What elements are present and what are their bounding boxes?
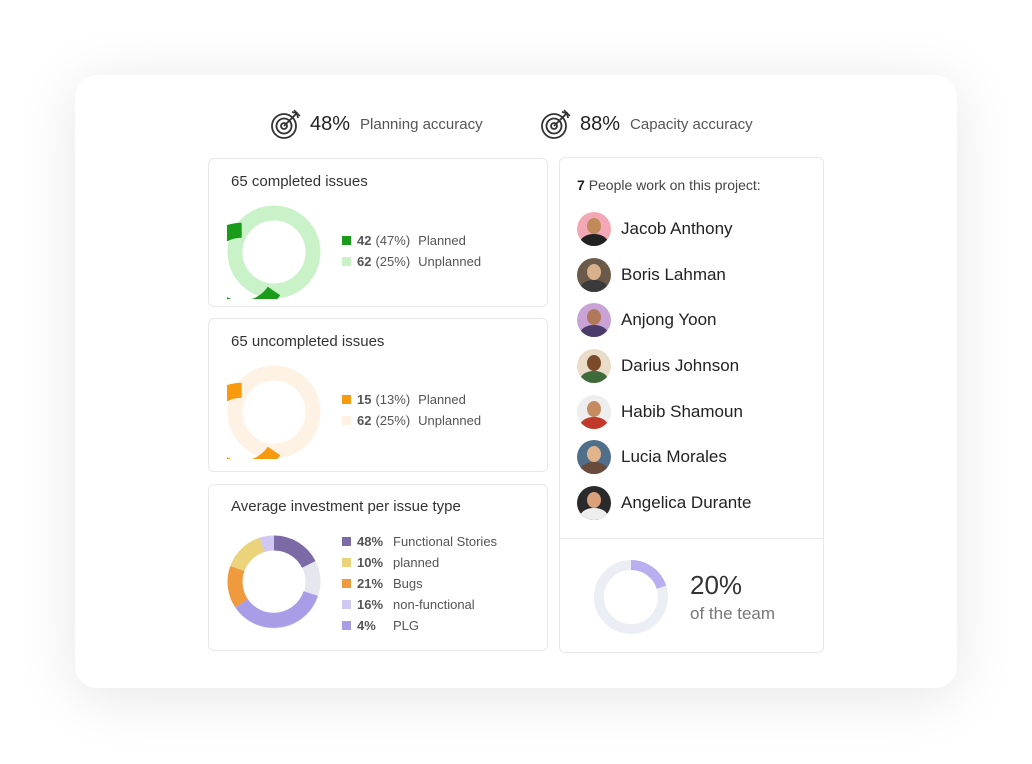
person-name: Jacob Anthony — [621, 219, 733, 238]
person-item[interactable]: Lucia Morales — [577, 440, 727, 474]
donut-track — [227, 365, 321, 459]
legend-item: 62 (25%) Unplanned — [342, 410, 481, 431]
person-name: Darius Johnson — [621, 356, 740, 375]
investment-panel: Average investment per issue type 48% Fu… — [208, 484, 548, 651]
donut-segment — [230, 537, 265, 572]
legend-swatch — [342, 579, 351, 588]
avatar — [577, 440, 611, 474]
avatar — [577, 303, 611, 337]
legend-item: 48% Functional Stories — [342, 531, 497, 552]
person-name: Lucia Morales — [621, 447, 727, 466]
uncompleted-issues-panel: 65 uncompleted issues 15 (13%) Planned 6… — [208, 318, 548, 472]
target-icon — [271, 109, 301, 139]
panel-title: 65 completed issues — [231, 173, 368, 190]
legend-label: Unplanned — [418, 254, 482, 269]
people-panel: 7 People work on this project: Jacob Ant… — [559, 157, 824, 653]
person-name: Angelica Durante — [621, 493, 752, 512]
legend-label: Planned — [418, 233, 466, 248]
panel-title: Average investment per issue type — [231, 498, 461, 515]
legend-label: non-functional — [393, 597, 475, 612]
legend-item: 10% planned — [342, 552, 497, 573]
people-count: 7 — [577, 177, 585, 193]
legend-value: 4% — [357, 618, 376, 633]
person-name: Boris Lahman — [621, 265, 726, 284]
legend-value: 62 — [357, 413, 372, 428]
person-item[interactable]: Habib Shamoun — [577, 395, 743, 429]
legend-item: 4% PLG — [342, 615, 497, 636]
person-item[interactable]: Jacob Anthony — [577, 212, 733, 246]
legend-item: 16% non-functional — [342, 594, 497, 615]
avatar — [577, 395, 611, 429]
legend-value: 48% — [357, 534, 384, 549]
capacity-accuracy-label: Capacity accuracy — [630, 115, 753, 133]
person-item[interactable]: Boris Lahman — [577, 258, 726, 292]
avatar — [577, 258, 611, 292]
legend-value: 21% — [357, 576, 384, 591]
legend-label: Planned — [418, 392, 466, 407]
legend-value: 15 — [357, 392, 372, 407]
person-name: Habib Shamoun — [621, 402, 743, 421]
legend-value: 62 — [357, 254, 372, 269]
donut-segment — [235, 590, 318, 628]
donut-track — [227, 205, 321, 299]
team-share-donut — [594, 560, 668, 634]
capacity-accuracy-value: 88% — [580, 112, 621, 135]
planning-accuracy-metric: 48% Planning accuracy — [270, 108, 483, 140]
capacity-accuracy-metric: 88% Capacity accuracy — [540, 108, 753, 140]
completed-donut-chart — [227, 205, 321, 299]
person-item[interactable]: Darius Johnson — [577, 349, 739, 383]
legend-item: 21% Bugs — [342, 573, 497, 594]
legend-swatch — [342, 416, 351, 425]
legend-percent: (47%) — [375, 233, 411, 248]
uncompleted-legend: 15 (13%) Planned 62 (25%) Unplanned — [342, 389, 481, 431]
legend-label: planned — [393, 555, 440, 570]
donut-segment — [259, 535, 275, 553]
legend-item: 15 (13%) Planned — [342, 389, 481, 410]
person-item[interactable]: Angelica Durante — [577, 486, 751, 520]
avatar — [577, 486, 611, 520]
legend-label: Unplanned — [418, 413, 482, 428]
legend-percent: (13%) — [375, 392, 411, 407]
target-icon — [541, 109, 571, 139]
donut-segment — [594, 560, 668, 634]
completed-issues-panel: 65 completed issues 42 (47%) Planned 62 … — [208, 158, 548, 307]
panel-title: 65 uncompleted issues — [231, 333, 385, 350]
legend-item: 62 (25%) Unplanned — [342, 251, 481, 272]
planning-accuracy-value: 48% — [310, 112, 351, 135]
legend-percent: (25%) — [375, 254, 411, 269]
avatar — [577, 212, 611, 246]
donut-segment — [227, 565, 249, 608]
people-heading-text: People work on this project: — [588, 177, 761, 193]
investment-legend: 48% Functional Stories 10% planned 21% B… — [342, 531, 497, 636]
people-heading: 7 People work on this project: — [577, 177, 761, 193]
legend-swatch — [342, 257, 351, 266]
legend-swatch — [342, 395, 351, 404]
avatar — [577, 349, 611, 383]
donut-segment — [273, 535, 316, 569]
legend-swatch — [342, 621, 351, 630]
legend-label: Bugs — [393, 576, 423, 591]
team-label: of the team — [690, 604, 776, 623]
investment-donut-chart — [227, 535, 321, 629]
uncompleted-donut-chart — [227, 365, 321, 459]
legend-swatch — [342, 537, 351, 546]
person-item[interactable]: Anjong Yoon — [577, 303, 717, 337]
legend-value: 10% — [357, 555, 384, 570]
legend-swatch — [342, 600, 351, 609]
legend-value: 42 — [357, 233, 372, 248]
person-name: Anjong Yoon — [621, 310, 717, 329]
legend-label: PLG — [393, 618, 420, 633]
completed-legend: 42 (47%) Planned 62 (25%) Unplanned — [342, 230, 481, 272]
legend-value: 16% — [357, 597, 384, 612]
planning-accuracy-label: Planning accuracy — [360, 115, 483, 133]
divider — [560, 538, 823, 539]
legend-swatch — [342, 236, 351, 245]
legend-item: 42 (47%) Planned — [342, 230, 481, 251]
legend-label: Functional Stories — [393, 534, 498, 549]
team-percent: 20% — [690, 570, 743, 600]
legend-swatch — [342, 558, 351, 567]
legend-percent: (25%) — [375, 413, 411, 428]
